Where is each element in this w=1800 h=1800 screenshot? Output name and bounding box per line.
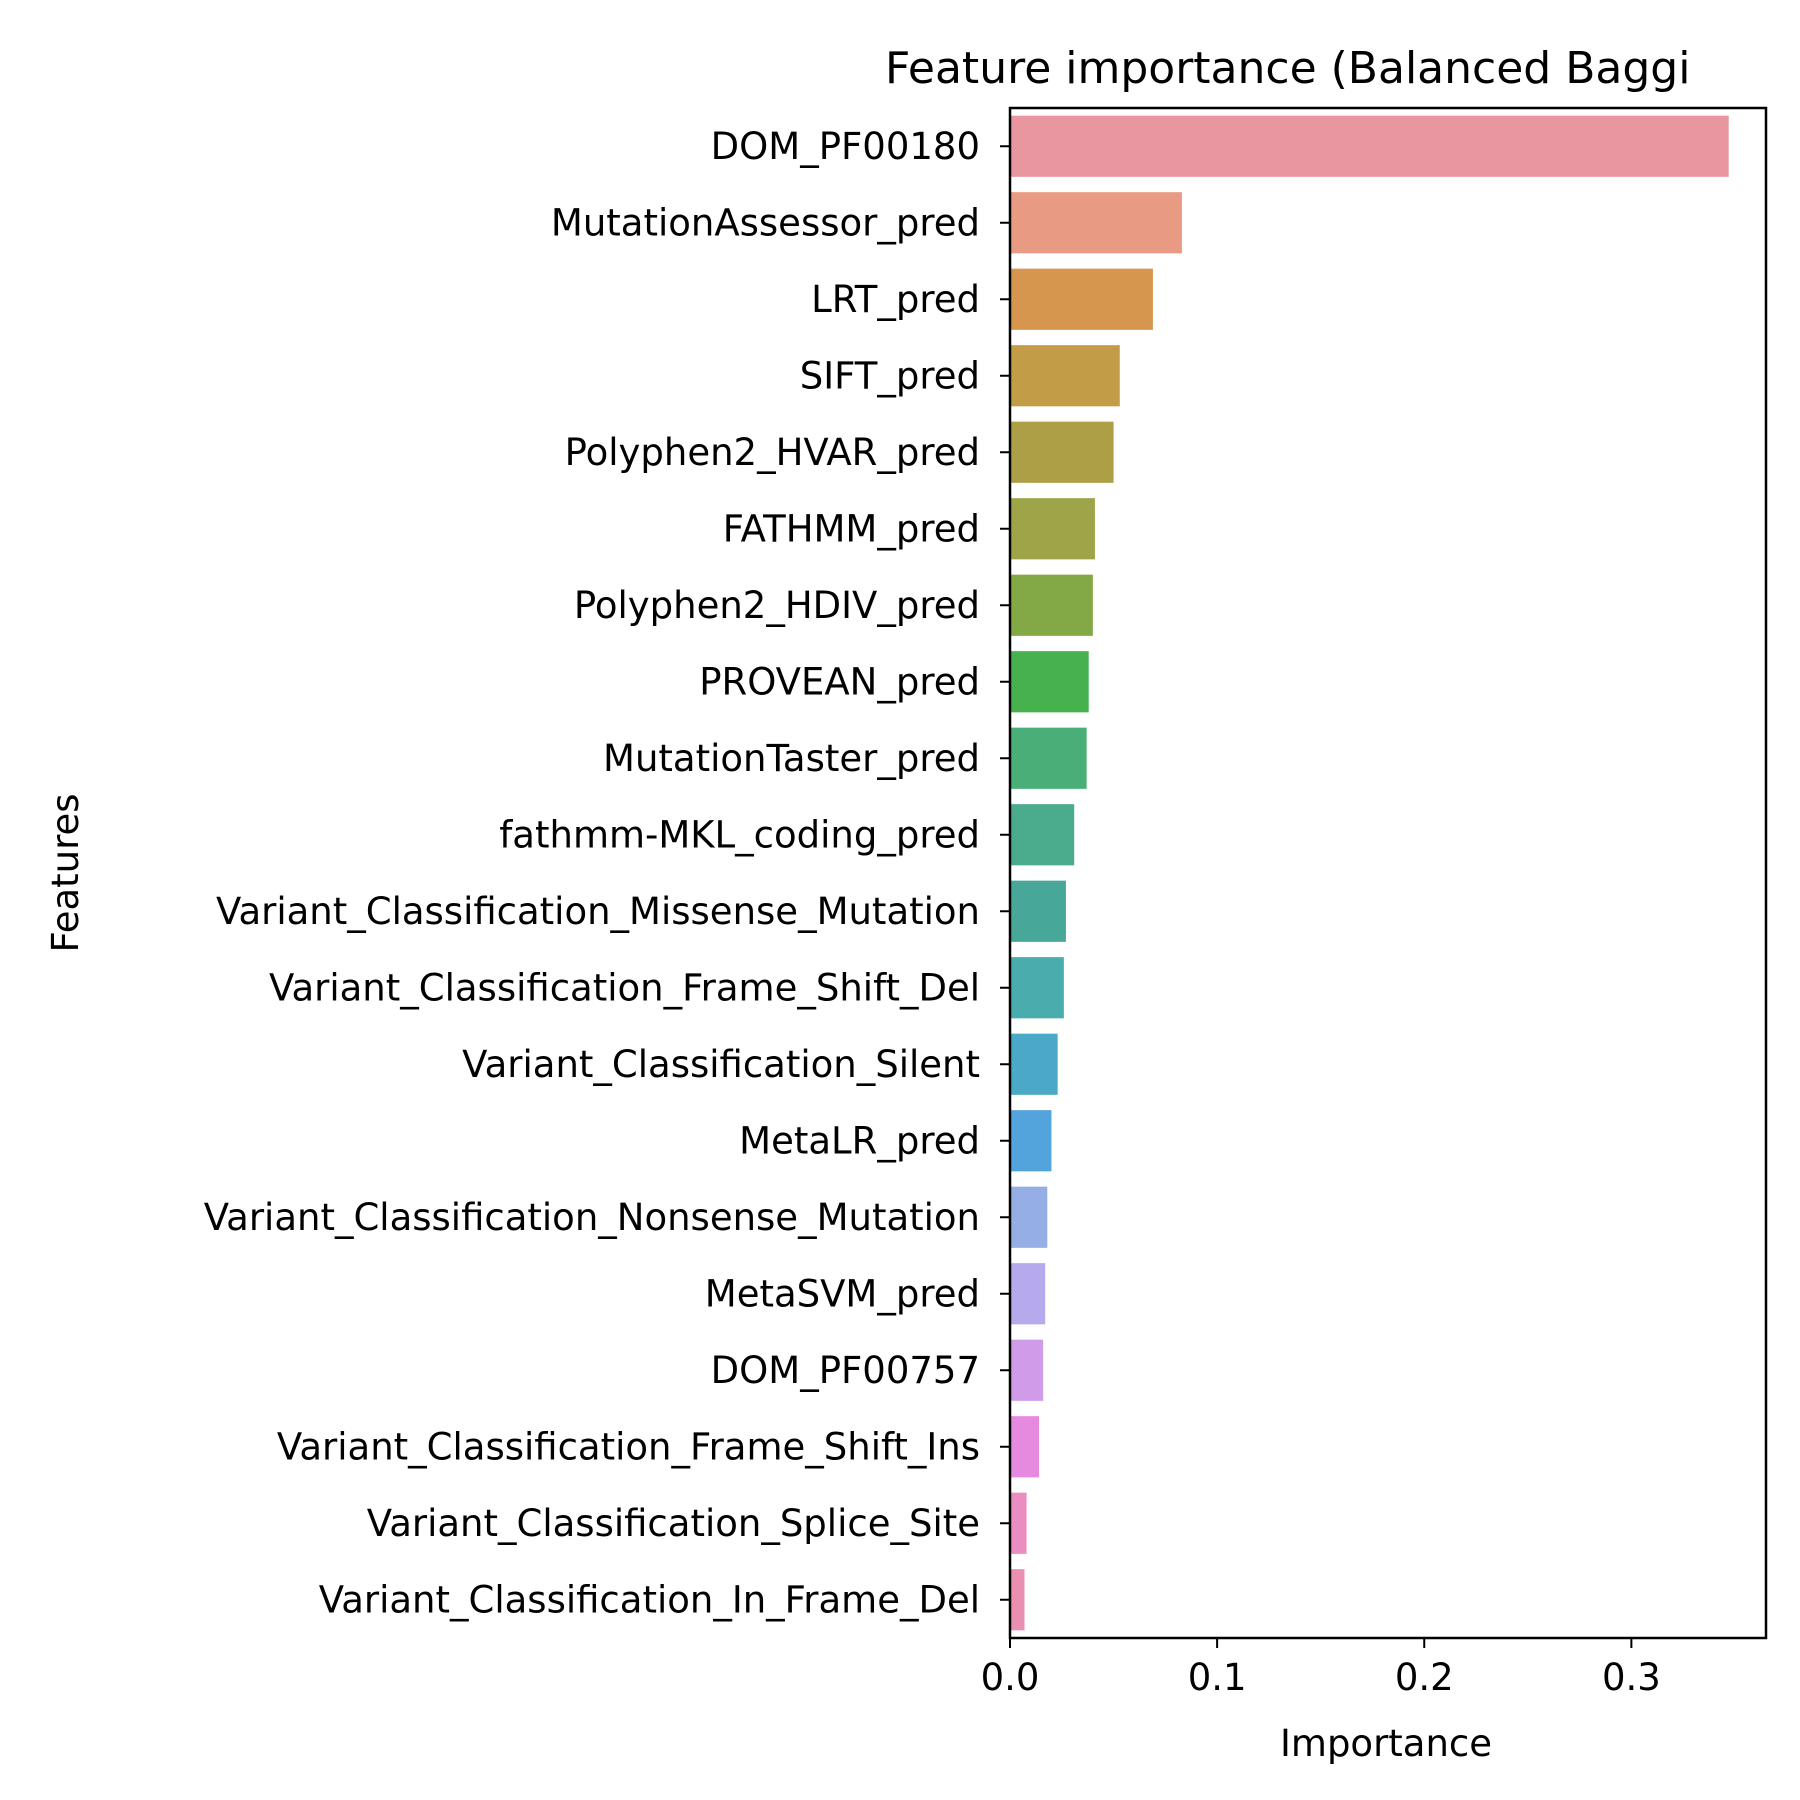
bar bbox=[1010, 192, 1182, 254]
bar bbox=[1010, 498, 1095, 560]
bar bbox=[1010, 345, 1120, 407]
y-tick-label: Variant_Classification_Silent bbox=[462, 1043, 980, 1086]
bar bbox=[1010, 957, 1064, 1019]
x-tick-label: 0.3 bbox=[1602, 1656, 1661, 1699]
bar bbox=[1010, 574, 1093, 636]
bar bbox=[1010, 421, 1114, 483]
chart-title: Feature importance (Balanced Baggi bbox=[885, 43, 1690, 94]
y-axis-label: Features bbox=[44, 793, 87, 952]
y-tick-label: PROVEAN_pred bbox=[699, 660, 980, 703]
bar bbox=[1010, 1033, 1058, 1095]
x-tick-label: 0.1 bbox=[1188, 1656, 1247, 1699]
bar bbox=[1010, 1339, 1044, 1401]
bar bbox=[1010, 268, 1153, 330]
y-tick-label: Variant_Classification_In_Frame_Del bbox=[319, 1578, 980, 1621]
y-tick-label: MutationAssessor_pred bbox=[551, 201, 980, 244]
bar bbox=[1010, 727, 1087, 789]
bar bbox=[1010, 880, 1066, 942]
y-tick-label: DOM_PF00757 bbox=[711, 1349, 980, 1392]
y-tick-label: Variant_Classification_Splice_Site bbox=[367, 1502, 980, 1545]
y-tick-label: Polyphen2_HVAR_pred bbox=[565, 431, 980, 474]
y-tick-label: DOM_PF00180 bbox=[711, 125, 980, 168]
x-axis-label: Importance bbox=[1280, 1722, 1492, 1765]
x-tick-label: 0.0 bbox=[981, 1656, 1040, 1699]
y-tick-label: FATHMM_pred bbox=[723, 507, 980, 550]
x-tick-label: 0.2 bbox=[1395, 1656, 1454, 1699]
bar bbox=[1010, 804, 1075, 866]
bar bbox=[1010, 1110, 1052, 1172]
y-tick-label: SIFT_pred bbox=[800, 354, 980, 397]
bar bbox=[1010, 1263, 1046, 1325]
y-tick-label: Variant_Classification_Frame_Shift_Ins bbox=[277, 1425, 980, 1468]
x-tick-group: 0.0 0.1 0.2 0.3 bbox=[981, 1638, 1661, 1699]
y-tick-label: LRT_pred bbox=[811, 278, 980, 321]
bar bbox=[1010, 1186, 1048, 1248]
y-tick-label: Polyphen2_HDIV_pred bbox=[574, 584, 980, 627]
plot-frame bbox=[1008, 106, 1768, 1640]
bar bbox=[1010, 115, 1729, 177]
y-tick-label: MutationTaster_pred bbox=[603, 737, 980, 780]
y-tick-label: MetaLR_pred bbox=[739, 1119, 980, 1162]
y-tick-label: fathmm-MKL_coding_pred bbox=[499, 813, 980, 856]
y-tick-label: MetaSVM_pred bbox=[705, 1272, 980, 1315]
y-tick-label: Variant_Classification_Missense_Mutation bbox=[216, 890, 980, 933]
bar bbox=[1010, 651, 1089, 713]
y-tick-label: Variant_Classification_Nonsense_Mutation bbox=[204, 1196, 980, 1239]
bar bbox=[1010, 1416, 1039, 1478]
bar bbox=[1010, 1569, 1025, 1631]
bar-group bbox=[1010, 115, 1729, 1631]
y-tick-label: Variant_Classification_Frame_Shift_Del bbox=[269, 966, 980, 1009]
y-tick-label-group: DOM_PF00180 MutationAssessor_pred LRT_pred… bbox=[204, 125, 1010, 1621]
bar bbox=[1010, 1492, 1027, 1554]
